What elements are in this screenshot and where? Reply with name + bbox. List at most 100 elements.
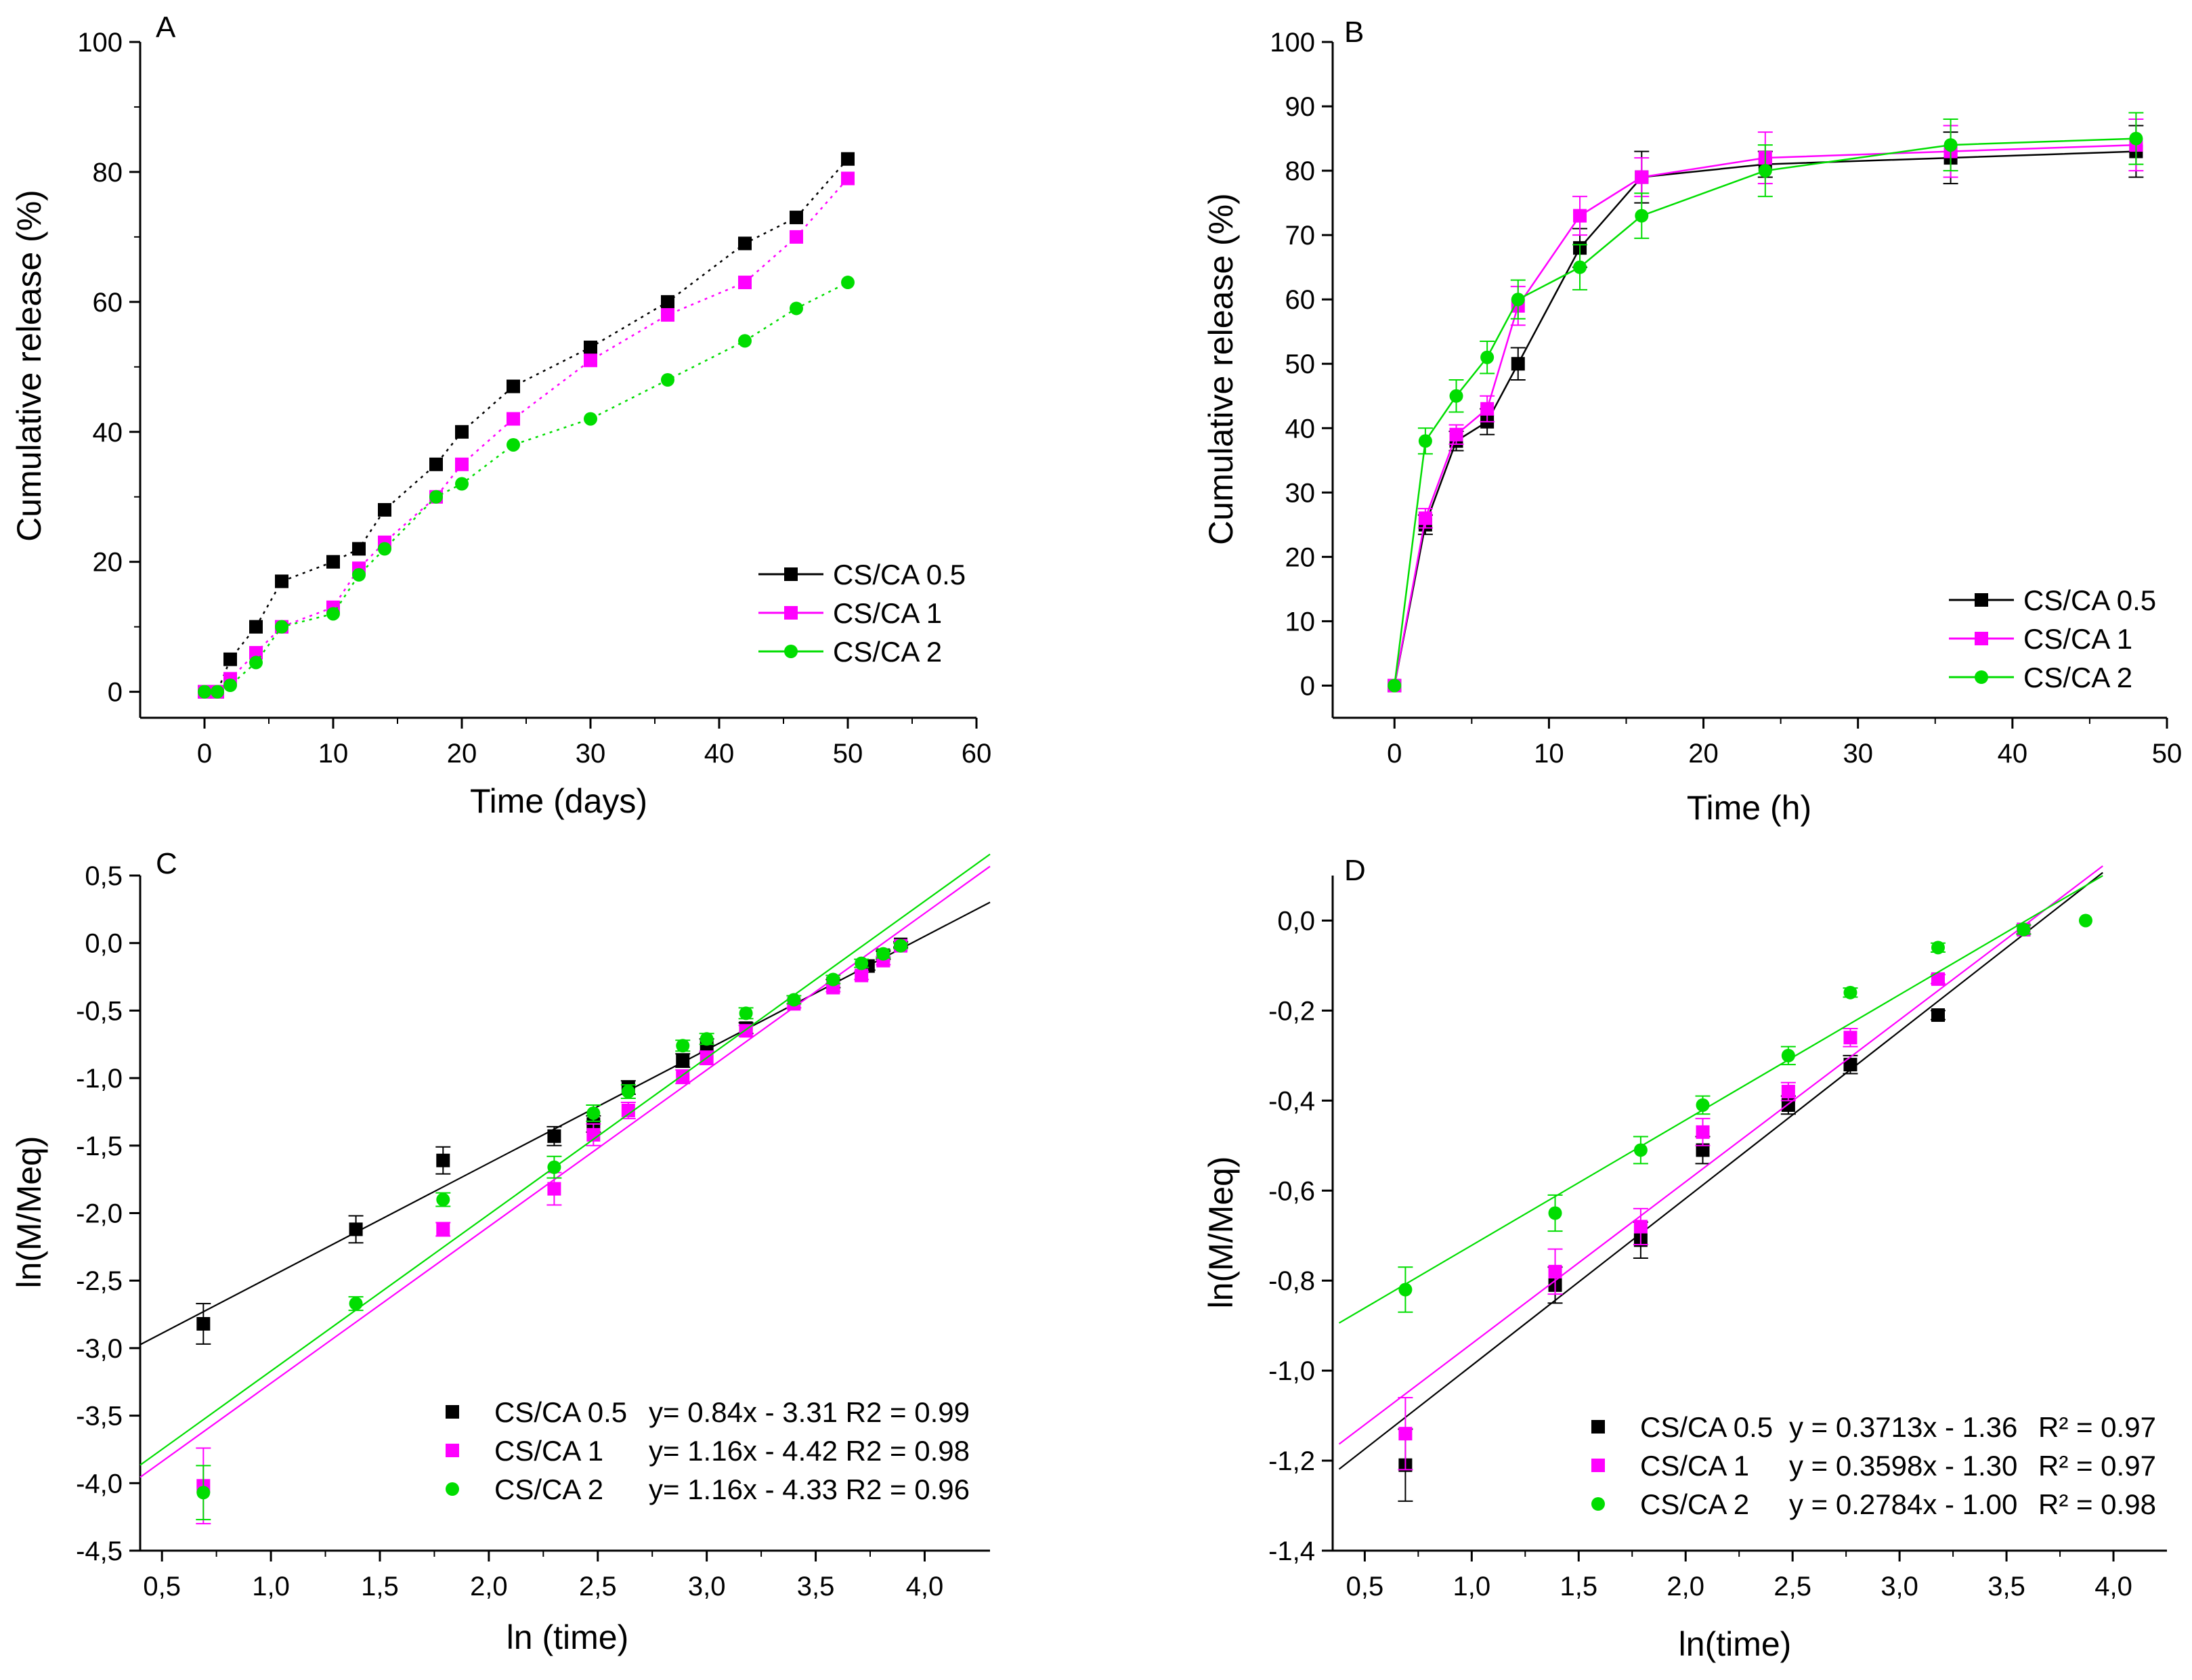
data-point	[1573, 260, 1587, 274]
legend-entry: CS/CA 2 y = 0.2784x - 1.00 R² = 0.98	[1591, 1488, 2156, 1520]
y-axis-title: ln(M/Meq)	[1202, 1156, 1240, 1308]
data-point	[1633, 1143, 1648, 1157]
x-tick-label: 20	[1688, 739, 1719, 769]
x-tick-label: 0	[1387, 739, 1402, 769]
y-tick-label: 80	[1285, 156, 1316, 186]
data-point	[855, 956, 869, 970]
y-axis-title: Cumulative release (%)	[1202, 193, 1240, 545]
data-point	[790, 301, 803, 316]
y-axis-title: Cumulative release (%)	[10, 190, 48, 542]
x-tick-label: 50	[2152, 739, 2183, 769]
panel-b: B 0 10 20 30 40 50 60 70 80 90 100 0 10 20 30 40 50 Time (…	[1202, 16, 2182, 827]
fit-line	[1338, 875, 2103, 1324]
legend-label: CS/CA 1	[494, 1435, 603, 1467]
data-point	[855, 968, 869, 983]
data-point	[787, 993, 801, 1007]
y-tick-label: -0,2	[1268, 996, 1315, 1026]
x-axis-title: ln (time)	[507, 1618, 629, 1656]
x-tick-label: 30	[576, 739, 606, 769]
x-axis-title: ln(time)	[1679, 1625, 1792, 1663]
data-point	[378, 542, 391, 556]
data-point	[790, 230, 803, 244]
data-point	[584, 341, 597, 355]
y-tick-label: -1,0	[76, 1064, 123, 1094]
data-point	[1398, 1283, 1413, 1297]
legend-entry: CS/CA 2	[758, 636, 942, 668]
x-tick-label: 3,0	[688, 1572, 726, 1601]
fit-line	[1338, 865, 2103, 1445]
data-point	[739, 1006, 753, 1020]
data-point	[436, 1192, 450, 1207]
data-point	[429, 490, 443, 504]
data-point	[584, 412, 597, 426]
data-point	[455, 457, 469, 471]
data-point	[1511, 293, 1525, 307]
data-point	[547, 1182, 561, 1196]
y-tick-label: 70	[1285, 221, 1316, 251]
fit-line	[139, 865, 991, 1478]
data-point	[223, 652, 237, 666]
y-tick-label: 50	[1285, 349, 1316, 379]
data-point	[455, 425, 469, 439]
x-tick-label: 0,5	[1346, 1572, 1384, 1601]
legend-label: CS/CA 0.5	[1640, 1411, 1773, 1443]
y-tick-label: 0,0	[85, 929, 123, 959]
data-point	[249, 620, 263, 634]
data-point	[876, 947, 890, 961]
panel-letter: C	[156, 847, 177, 880]
x-tick-label: 50	[833, 739, 863, 769]
data-point	[1781, 1085, 1795, 1099]
y-tick-label: 60	[1285, 285, 1316, 315]
data-point	[1398, 1427, 1413, 1441]
legend-entry: CS/CA 1 y= 1.16x - 4.42 R2 = 0.98	[446, 1435, 970, 1467]
legend-marker	[446, 1444, 459, 1457]
data-point	[1843, 1031, 1857, 1045]
x-tick-label: 2,5	[1774, 1572, 1811, 1601]
y-tick-label: 80	[93, 158, 123, 188]
data-point	[429, 457, 443, 471]
panel-d: D 0,0 -0,2 -0,4 -0,6 -0,8 -1,0 -1,2 -1,4 0,5 1,0 1,…	[1202, 854, 2167, 1663]
series-3	[1338, 875, 2103, 1324]
data-point	[455, 477, 469, 491]
x-tick-label: 40	[1998, 739, 2028, 769]
y-axis-title: ln(M/Meq)	[10, 1136, 48, 1288]
x-tick-label: 40	[704, 739, 735, 769]
data-point	[349, 1222, 363, 1236]
x-tick-label: 1,5	[1560, 1572, 1597, 1601]
y-tick-label: 10	[1285, 607, 1316, 637]
y-tick-label: -2,0	[76, 1199, 123, 1229]
data-point	[661, 373, 674, 387]
panel-c: C 0,5 0,0 -0,5 -1,0 -1,5 -2,0 -2,5 -3,0 -3,5 -4,0 -…	[10, 847, 991, 1656]
y-tick-label: -3,5	[76, 1402, 123, 1431]
legend-entry: CS/CA 1	[1949, 623, 2132, 655]
y-tick-label: -3,0	[76, 1334, 123, 1364]
data-point	[198, 685, 211, 699]
x-tick-label: 0,5	[143, 1572, 181, 1601]
series-3	[1388, 112, 2144, 693]
data-point	[1931, 972, 1945, 986]
data-point	[211, 685, 224, 699]
y-tick-label: 0,5	[85, 861, 123, 891]
legend-label: CS/CA 2	[833, 636, 942, 668]
data-point	[738, 334, 752, 348]
y-tick-label: 40	[1285, 414, 1316, 444]
data-point	[378, 502, 391, 517]
legend-label: CS/CA 2	[494, 1473, 603, 1505]
data-point	[1843, 985, 1857, 999]
legend-label: CS/CA 0.5	[494, 1396, 627, 1428]
data-point	[507, 412, 520, 426]
fit-line	[1338, 871, 2103, 1470]
data-point	[1449, 427, 1463, 441]
data-point	[1758, 164, 1772, 178]
y-tick-label: -1,2	[1268, 1446, 1315, 1476]
fit-line	[139, 901, 991, 1345]
data-point	[1449, 389, 1463, 403]
data-point	[1480, 402, 1495, 416]
data-point	[352, 542, 366, 556]
data-point	[436, 1153, 450, 1167]
y-tick-label: 60	[93, 288, 123, 318]
legend-entry: CS/CA 2 y= 1.16x - 4.33 R2 = 0.96	[446, 1473, 970, 1505]
y-tick-label: 30	[1285, 478, 1316, 508]
panel-letter: D	[1344, 854, 1366, 887]
